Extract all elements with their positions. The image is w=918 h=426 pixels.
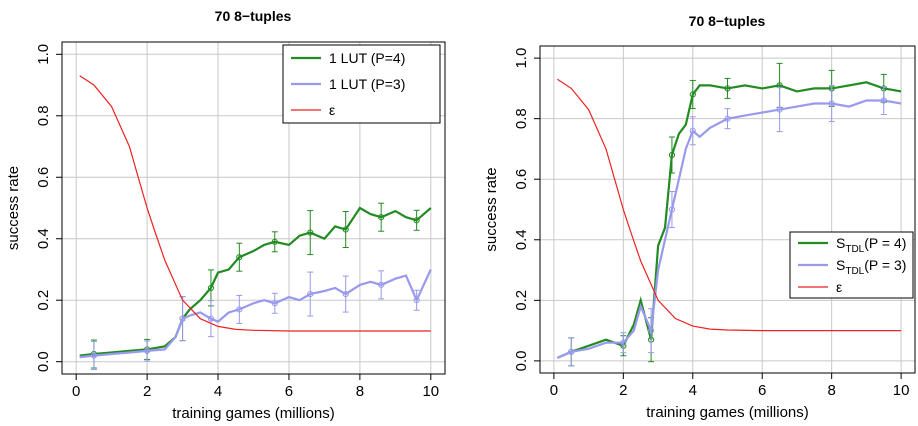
data-point <box>236 254 243 261</box>
data-point <box>568 348 575 355</box>
series-1 <box>556 85 902 367</box>
x-axis-label: training games (millions) <box>646 404 809 421</box>
y-tick-label: 0.2 <box>35 290 52 311</box>
legend-label: STDL(P = 4) <box>836 235 906 255</box>
x-tick-label: 6 <box>758 382 766 399</box>
series-line <box>79 206 432 357</box>
data-point <box>207 284 215 292</box>
legend: 1 LUT (P=4) 1 LUT (P=3) ε <box>282 44 441 124</box>
right-chart: 0 2 4 6 8 10 0.0 0.2 0.4 0.6 0.8 1.0 70 8−tuples trai… <box>483 13 916 421</box>
x-tick-label: 10 <box>893 382 910 399</box>
y-tick-label: 0.4 <box>35 228 52 249</box>
data-point <box>776 106 783 113</box>
y-tick-label: 0.4 <box>513 229 530 250</box>
data-point <box>724 85 731 92</box>
x-tick-label: 6 <box>285 383 293 400</box>
y-tick-label: 0.8 <box>35 105 52 126</box>
data-point <box>307 229 314 236</box>
x-tick-label: 10 <box>422 383 439 400</box>
series-line <box>79 75 431 332</box>
x-tick-label: 4 <box>689 382 697 399</box>
data-point <box>668 151 676 159</box>
x-tick-label: 2 <box>619 382 627 399</box>
y-tick-label: 1.0 <box>513 48 530 69</box>
data-point <box>144 347 151 355</box>
chart-title: 70 8−tuples <box>215 8 292 24</box>
x-axis-label: training games (millions) <box>172 405 335 422</box>
chart-title: 70 8−tuples <box>689 13 766 29</box>
data-point <box>413 217 420 224</box>
data-point <box>689 91 696 98</box>
series-line <box>557 78 902 332</box>
series-2 <box>557 78 902 332</box>
legend-label: ε <box>836 279 842 295</box>
y-axis-label: success rate <box>5 166 22 250</box>
y-tick-label: 0.8 <box>513 108 530 129</box>
x-tick-label: 0 <box>550 382 558 399</box>
data-point <box>207 315 215 322</box>
y-tick-label: 1.0 <box>35 44 52 65</box>
series-0 <box>79 202 432 369</box>
y-axis-label: success rate <box>483 167 500 251</box>
data-point <box>90 352 98 359</box>
data-point <box>342 290 349 298</box>
y-tick-label: 0.0 <box>35 351 52 372</box>
x-tick-label: 4 <box>214 383 222 400</box>
y-tick-label: 0.6 <box>35 167 52 188</box>
x-tick-label: 8 <box>356 383 364 400</box>
series-1 <box>79 269 432 371</box>
legend-label: STDL(P = 3) <box>836 257 906 277</box>
data-point <box>271 238 278 245</box>
legend-label: 1 LUT (P=4) <box>329 50 405 66</box>
y-tick-label: 0.2 <box>513 290 530 311</box>
data-point <box>648 327 655 334</box>
data-point <box>236 306 243 313</box>
data-point <box>378 281 385 288</box>
data-point <box>413 297 420 304</box>
legend-label: 1 LUT (P=3) <box>329 76 405 92</box>
y-tick-label: 0.0 <box>513 350 530 371</box>
data-point <box>880 97 887 104</box>
series-line <box>556 99 902 359</box>
data-point <box>689 127 696 134</box>
data-point <box>668 206 676 213</box>
plot-frame <box>539 45 916 374</box>
series-line <box>79 269 432 359</box>
data-point <box>620 339 627 346</box>
data-point <box>828 100 835 107</box>
data-point <box>378 214 385 221</box>
left-chart: 0 2 4 6 8 10 0.0 0.2 0.4 0.6 0.8 1.0 70 8−tuples trai… <box>5 8 446 422</box>
legend-label: ε <box>329 102 335 118</box>
x-tick-label: 8 <box>827 382 835 399</box>
plot-frame <box>61 41 446 375</box>
y-tick-label: 0.6 <box>513 169 530 190</box>
series-2 <box>79 75 431 332</box>
x-tick-label: 2 <box>143 383 151 400</box>
legend: STDL(P = 4)STDL(P = 3) ε <box>789 231 914 299</box>
data-point <box>307 290 314 298</box>
data-point <box>271 300 278 307</box>
series-line <box>556 81 902 359</box>
x-tick-label: 0 <box>72 383 80 400</box>
data-point <box>724 115 731 122</box>
data-point <box>179 315 186 322</box>
data-point <box>342 226 349 233</box>
